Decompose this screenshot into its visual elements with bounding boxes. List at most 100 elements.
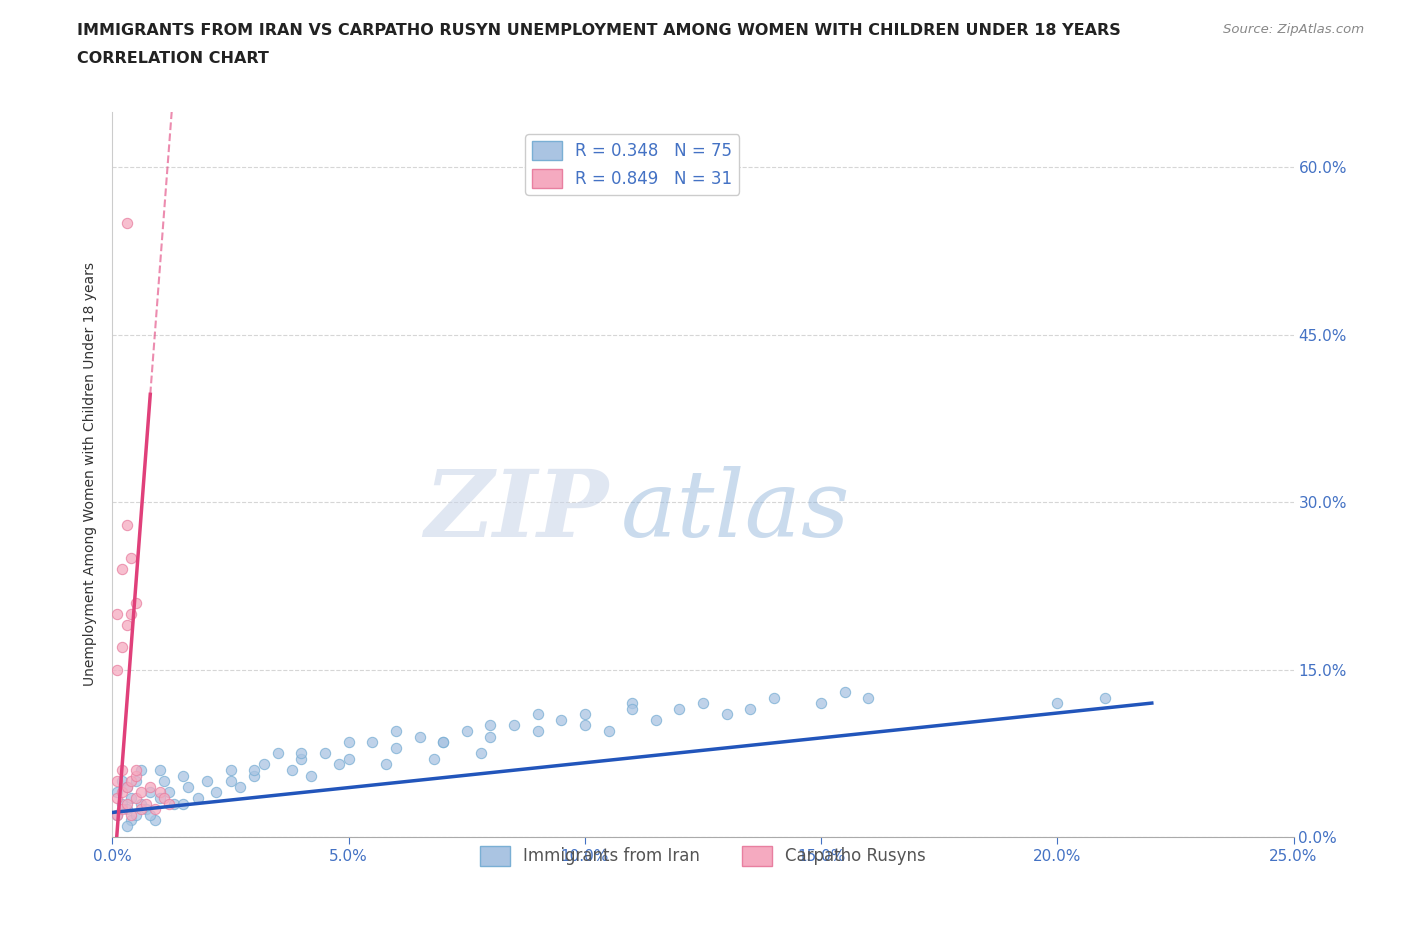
Point xyxy=(526,724,548,738)
Point xyxy=(408,729,430,744)
Point xyxy=(290,746,312,761)
Point xyxy=(125,807,148,822)
Point xyxy=(143,802,166,817)
Point xyxy=(328,757,350,772)
Point xyxy=(716,707,738,722)
Point xyxy=(129,763,152,777)
Point xyxy=(157,796,180,811)
Point xyxy=(172,768,194,783)
Point xyxy=(120,790,142,805)
Point xyxy=(115,216,138,231)
Point xyxy=(111,774,134,789)
Point xyxy=(163,796,186,811)
Point xyxy=(115,618,138,632)
Point xyxy=(135,796,157,811)
Point xyxy=(375,757,398,772)
Point xyxy=(574,707,596,722)
Text: atlas: atlas xyxy=(620,466,849,555)
Point xyxy=(574,718,596,733)
Point xyxy=(105,774,128,789)
Point xyxy=(120,813,142,828)
Point xyxy=(139,785,162,800)
Point xyxy=(135,802,157,817)
Point xyxy=(267,746,290,761)
Point xyxy=(550,712,572,727)
Point xyxy=(105,807,128,822)
Point xyxy=(111,562,134,577)
Point xyxy=(111,640,134,655)
Point xyxy=(120,551,142,565)
Point xyxy=(115,796,138,811)
Point xyxy=(172,796,194,811)
Point xyxy=(105,785,128,800)
Point xyxy=(129,785,152,800)
Point xyxy=(115,779,138,794)
Text: Source: ZipAtlas.com: Source: ZipAtlas.com xyxy=(1223,23,1364,36)
Point xyxy=(422,751,444,766)
Point xyxy=(111,802,134,817)
Point xyxy=(125,790,148,805)
Point xyxy=(740,701,762,716)
Point xyxy=(177,779,200,794)
Point xyxy=(470,746,492,761)
Point xyxy=(120,807,142,822)
Point xyxy=(229,779,252,794)
Point xyxy=(385,724,408,738)
Point xyxy=(668,701,690,716)
Point xyxy=(115,818,138,833)
Point xyxy=(1046,696,1069,711)
Point xyxy=(219,774,242,789)
Point xyxy=(281,763,304,777)
Point xyxy=(139,807,162,822)
Point xyxy=(456,724,478,738)
Point xyxy=(243,768,266,783)
Point xyxy=(810,696,832,711)
Point xyxy=(115,517,138,532)
Point xyxy=(432,735,454,750)
Point xyxy=(503,718,526,733)
Point xyxy=(129,796,152,811)
Point xyxy=(479,718,502,733)
Point xyxy=(598,724,620,738)
Point xyxy=(111,763,134,777)
Point xyxy=(125,763,148,777)
Point xyxy=(385,740,408,755)
Point xyxy=(153,790,176,805)
Point xyxy=(105,807,128,822)
Point xyxy=(195,774,218,789)
Point xyxy=(432,735,454,750)
Point xyxy=(858,690,880,705)
Point xyxy=(762,690,785,705)
Point xyxy=(299,768,322,783)
Point xyxy=(149,763,172,777)
Point xyxy=(153,774,176,789)
Point xyxy=(111,785,134,800)
Text: IMMIGRANTS FROM IRAN VS CARPATHO RUSYN UNEMPLOYMENT AMONG WOMEN WITH CHILDREN UN: IMMIGRANTS FROM IRAN VS CARPATHO RUSYN U… xyxy=(77,23,1121,38)
Point xyxy=(253,757,276,772)
Point xyxy=(621,696,644,711)
Point xyxy=(1094,690,1116,705)
Point xyxy=(115,802,138,817)
Point xyxy=(337,751,360,766)
Point xyxy=(120,774,142,789)
Point xyxy=(157,785,180,800)
Point xyxy=(219,763,242,777)
Point xyxy=(120,606,142,621)
Point xyxy=(139,779,162,794)
Point xyxy=(314,746,336,761)
Point xyxy=(125,768,148,783)
Point xyxy=(186,790,208,805)
Legend: Immigrants from Iran, Carpatho Rusyns: Immigrants from Iran, Carpatho Rusyns xyxy=(474,840,932,872)
Point xyxy=(143,813,166,828)
Point xyxy=(692,696,714,711)
Point xyxy=(129,802,152,817)
Point xyxy=(290,751,312,766)
Point xyxy=(243,763,266,777)
Point xyxy=(105,606,128,621)
Text: ZIP: ZIP xyxy=(425,466,609,555)
Point xyxy=(125,595,148,610)
Point xyxy=(149,790,172,805)
Point xyxy=(105,662,128,677)
Point xyxy=(205,785,228,800)
Point xyxy=(125,774,148,789)
